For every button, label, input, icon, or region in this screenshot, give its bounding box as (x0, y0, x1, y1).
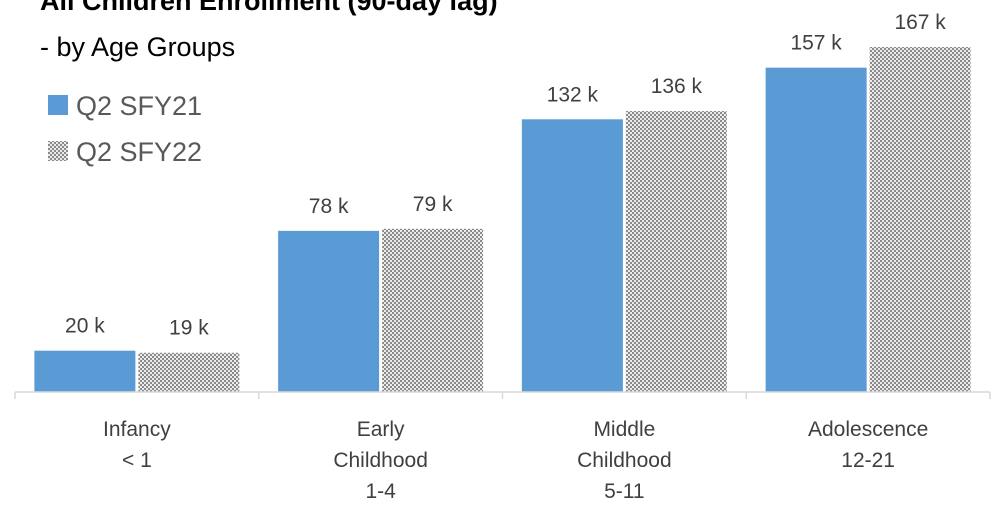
category-label-infancy-line-2: < 1 (122, 449, 152, 472)
legend-swatch-q2-sfy22 (48, 141, 68, 161)
category-label-middle-line-1: Middle (593, 418, 655, 441)
legend-label-q2-sfy21: Q2 SFY21 (76, 91, 202, 121)
category-label-early-line-3: 1-4 (365, 480, 396, 503)
category-label-middle-line-2: Childhood (577, 449, 672, 472)
category-label-infancy-line-1: Infancy (103, 418, 171, 441)
legend: Q2 SFY21 Q2 SFY22 (48, 91, 202, 167)
legend-swatch-q2-sfy21 (48, 95, 68, 115)
bar-q2-sfy22-early (382, 228, 484, 392)
category-label-adolescence-line-2: 12-21 (841, 449, 895, 472)
x-axis-ticks (14, 392, 991, 399)
value-label-q2-sfy22-early: 79 k (413, 193, 453, 216)
value-label-q2-sfy22-middle: 136 k (651, 75, 703, 98)
value-label-q2-sfy21-early: 78 k (309, 195, 349, 218)
bar-q2-sfy21-adolescence (765, 67, 867, 392)
legend-label-q2-sfy22: Q2 SFY22 (76, 137, 202, 167)
bars-group (34, 47, 971, 392)
category-label-early-line-2: Childhood (333, 449, 428, 472)
category-labels-group: Infancy < 1 Early Childhood 1-4 Middle Childho… (103, 418, 928, 503)
chart-subtitle: - by Age Groups (40, 32, 235, 62)
bar-q2-sfy21-infancy (34, 350, 136, 392)
bar-q2-sfy21-early (278, 230, 380, 392)
bar-q2-sfy21-middle (521, 119, 623, 392)
bar-q2-sfy22-adolescence (869, 47, 971, 392)
value-label-q2-sfy22-adolescence: 167 k (894, 11, 946, 34)
value-labels-group: 20 k 19 k 78 k 79 k 132 k 136 k 157 k 167 k (65, 11, 946, 340)
bar-q2-sfy22-middle (625, 111, 727, 392)
value-label-q2-sfy21-infancy: 20 k (65, 315, 105, 338)
value-label-q2-sfy21-adolescence: 157 k (790, 32, 842, 55)
category-label-adolescence-line-1: Adolescence (808, 418, 928, 441)
bar-q2-sfy22-infancy (138, 352, 240, 392)
value-label-q2-sfy21-middle: 132 k (547, 83, 599, 106)
category-label-early-line-1: Early (357, 418, 405, 441)
value-label-q2-sfy22-infancy: 19 k (169, 317, 209, 340)
chart-title: All Children Enrollment (90-day lag) (40, 0, 498, 16)
category-label-middle-line-3: 5-11 (604, 480, 644, 503)
